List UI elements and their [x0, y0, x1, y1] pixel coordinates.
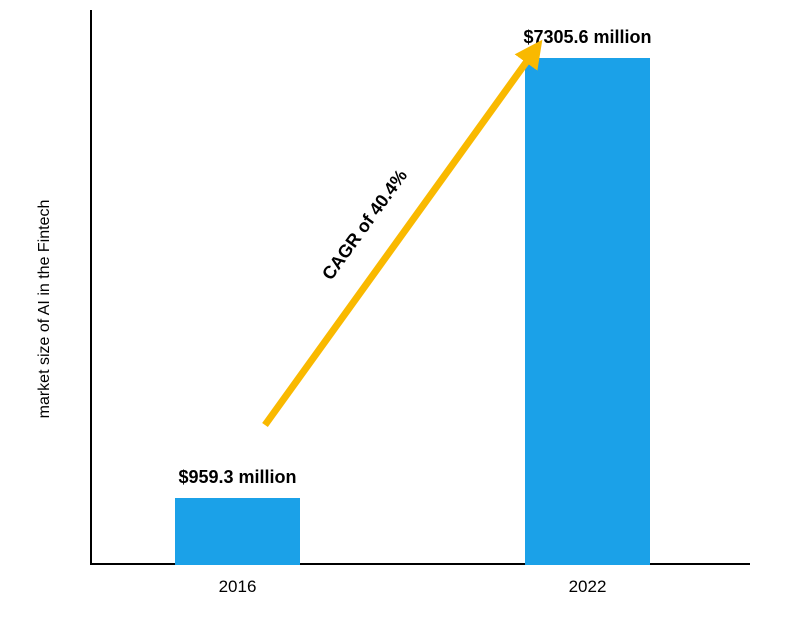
- bar-value-label-2016: $959.3 million: [158, 467, 318, 488]
- bar-value-label-2022: $7305.6 million: [508, 27, 668, 48]
- y-axis-label: market size of AI in the Fintech: [36, 200, 54, 419]
- chart-plot-area: $959.3 million $7305.6 million CAGR of 4…: [90, 10, 750, 565]
- x-tick-2016: 2016: [188, 577, 288, 597]
- cagr-label: CAGR of 40.4%: [318, 166, 412, 284]
- y-axis-line: [90, 10, 92, 565]
- bar-2022: [525, 58, 650, 565]
- x-tick-2022: 2022: [538, 577, 638, 597]
- bar-2016: [175, 498, 300, 565]
